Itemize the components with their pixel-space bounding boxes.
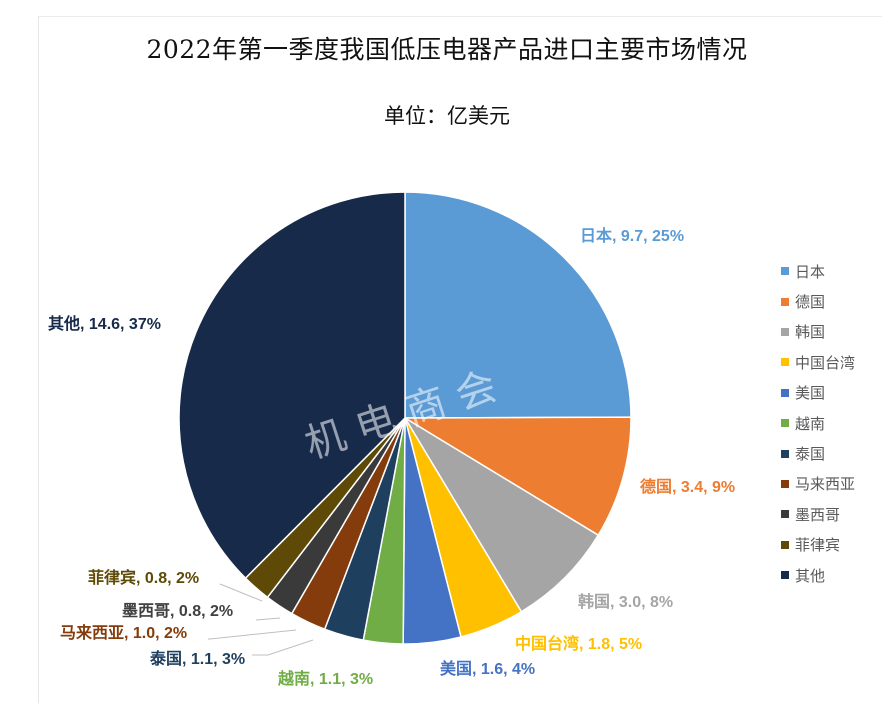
legend-swatch [781,510,789,519]
legend-item-2: 韩国 [781,317,855,347]
legend-swatch [781,327,789,336]
legend-label: 日本 [795,262,826,281]
data-label-9: 菲律宾, 0.8, 2% [88,568,199,587]
legend-item-4: 美国 [781,378,855,408]
data-label-10: 其他, 14.6, 37% [48,314,161,333]
pie-slice-2 [404,417,600,613]
legend-label: 菲律宾 [795,536,841,555]
legend-swatch [781,419,789,428]
legend-swatch [781,571,789,580]
legend-item-6: 泰国 [781,438,855,468]
legend-swatch [781,388,789,397]
legend-item-3: 中国台湾 [781,347,855,377]
legend-label: 马来西亚 [795,475,856,494]
legend-label: 美国 [795,384,826,403]
legend-item-10: 其他 [781,560,855,590]
data-label-2: 韩国, 3.0, 8% [578,592,673,611]
pie-slice-0 [404,191,632,419]
chart-title: 2022年第一季度我国低压电器产品进口主要市场情况 [146,35,748,64]
legend-label: 德国 [795,293,826,312]
leader-line-7 [208,629,297,640]
legend-item-0: 日本 [781,256,855,286]
leader-line-6 [252,639,314,656]
legend-label: 墨西哥 [795,505,841,524]
data-label-3: 中国台湾, 1.8, 5% [515,634,642,653]
data-label-4: 美国, 1.6, 4% [440,659,535,678]
legend-label: 泰国 [795,445,826,464]
legend-swatch [781,449,789,458]
data-label-0: 日本, 9.7, 25% [580,226,684,245]
pie-slice-10 [178,191,406,580]
legend-label: 中国台湾 [795,353,856,372]
leader-line-8 [255,617,281,621]
legend-swatch [781,479,789,488]
pie-slice-1 [402,416,632,537]
legend-swatch [781,540,789,549]
legend-item-9: 菲律宾 [781,530,855,560]
leader-line-9 [219,583,263,602]
legend-swatch [781,267,789,276]
data-label-7: 马来西亚, 1.0, 2% [60,623,187,642]
legend-swatch [781,297,789,306]
legend-label: 其他 [795,566,826,585]
legend-label: 越南 [795,414,826,433]
chart-frame [38,16,882,703]
data-label-5: 越南, 1.1, 3% [277,669,373,688]
data-label-8: 墨西哥, 0.8, 2% [122,602,233,620]
legend-label: 韩国 [795,323,826,342]
legend-swatch [781,358,789,367]
legend-item-8: 墨西哥 [781,499,855,529]
legend-item-7: 马来西亚 [781,469,855,499]
chart-subtitle: 单位：亿美元 [384,104,510,128]
legend: 日本德国韩国中国台湾美国越南泰国马来西亚墨西哥菲律宾其他 [781,256,855,590]
data-label-6: 泰国, 1.1, 3% [149,649,245,668]
legend-item-5: 越南 [781,408,855,438]
legend-item-1: 德国 [781,286,855,316]
data-label-1: 德国, 3.4, 9% [640,477,735,496]
